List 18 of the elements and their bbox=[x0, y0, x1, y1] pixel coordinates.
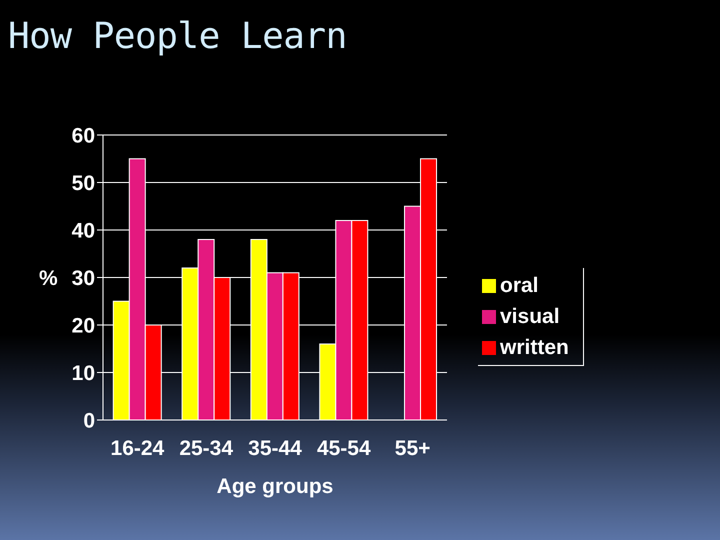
y-tick-label: 50 bbox=[72, 172, 95, 195]
legend-label: visual bbox=[500, 305, 560, 328]
x-tick-label: 45-54 bbox=[316, 436, 371, 460]
y-axis-title: % bbox=[39, 266, 58, 290]
y-tick-label: 40 bbox=[72, 219, 95, 242]
x-tick-label: 16-24 bbox=[110, 436, 165, 460]
y-tick-label: 10 bbox=[72, 362, 95, 385]
x-axis-title: Age groups bbox=[216, 475, 334, 498]
x-tick-label: 55+ bbox=[394, 436, 430, 460]
y-tick-label: 0 bbox=[83, 409, 95, 432]
x-tick-label: 25-34 bbox=[179, 436, 234, 460]
y-tick-label: 20 bbox=[72, 314, 95, 338]
y-tick-label: 30 bbox=[72, 266, 95, 290]
y-tick-label: 60 bbox=[72, 124, 95, 148]
legend-label: written bbox=[500, 336, 569, 359]
x-tick-label: 35-44 bbox=[248, 436, 302, 460]
chart-title: How People Learn bbox=[8, 16, 347, 57]
legend-label: oral bbox=[500, 274, 539, 297]
